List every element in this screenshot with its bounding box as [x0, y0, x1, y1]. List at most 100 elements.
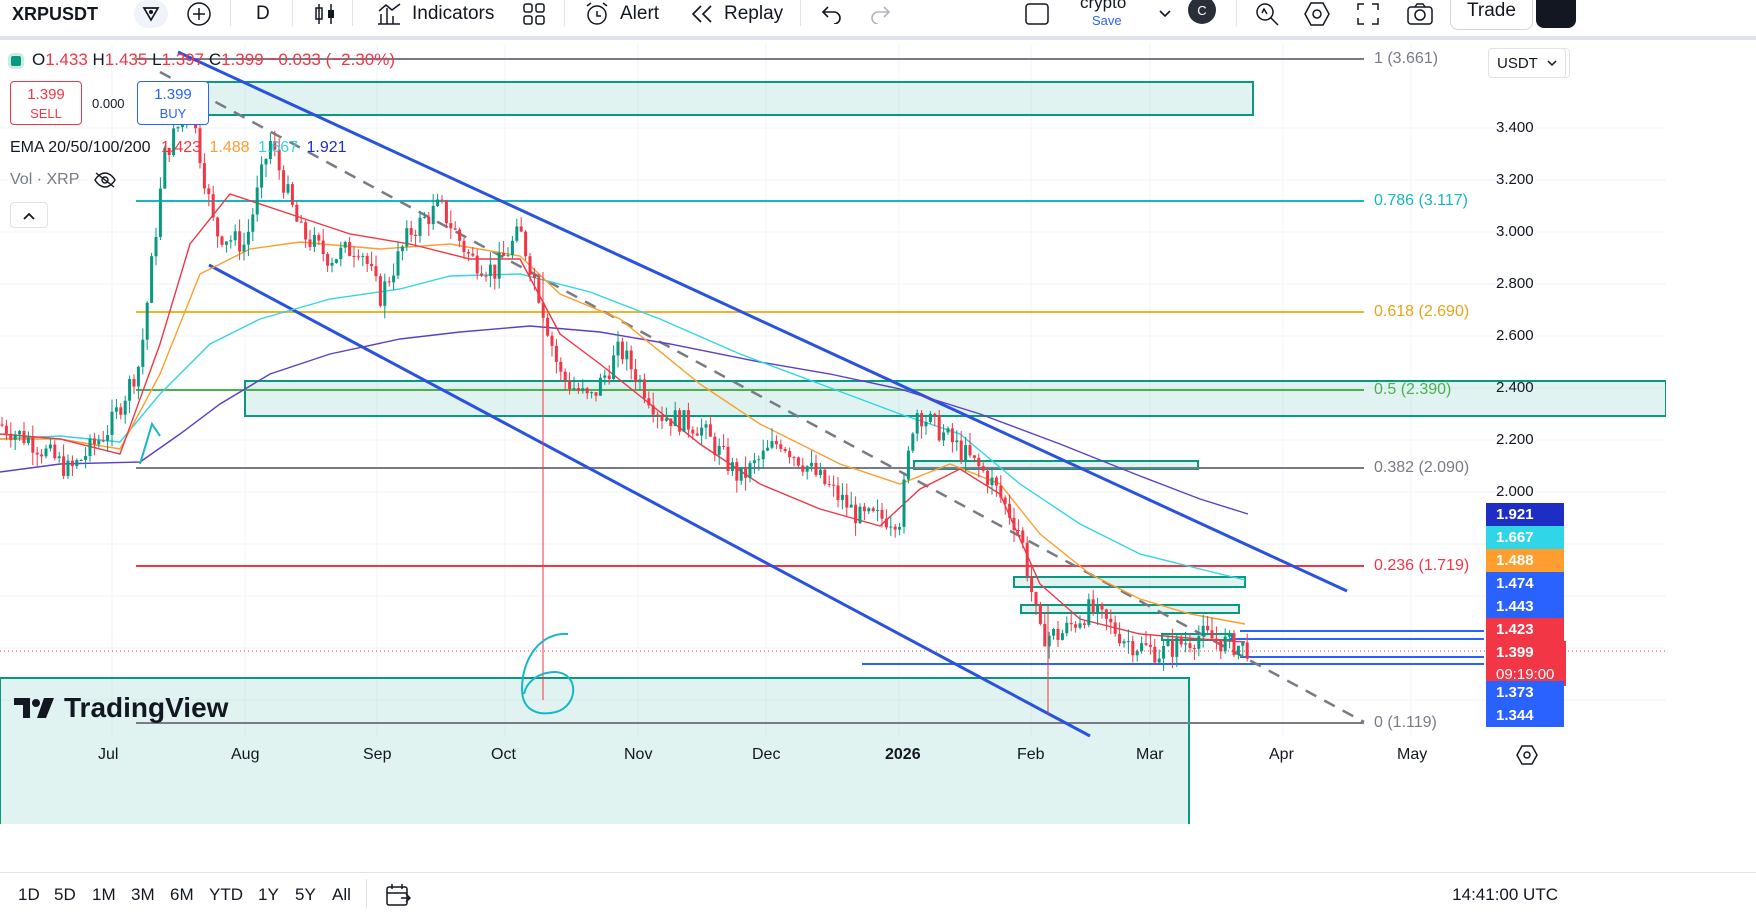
buy-label: BUY	[159, 106, 187, 121]
zone-feb-upper	[1013, 576, 1246, 588]
camera-icon[interactable]	[1406, 0, 1434, 28]
dashed-midline[interactable]	[159, 70, 1365, 724]
range-button-5y[interactable]: 5Y	[295, 885, 316, 904]
chart-type-icon[interactable]	[314, 0, 336, 28]
candle-body	[1179, 637, 1183, 645]
range-button-6m[interactable]: 6M	[170, 885, 194, 904]
publish-button[interactable]	[1536, 0, 1576, 28]
candle-body	[876, 509, 880, 511]
candle-body	[664, 418, 668, 421]
annotation-six-drawing[interactable]	[139, 421, 575, 715]
candle-body	[642, 379, 646, 399]
candle-body	[616, 341, 620, 356]
templates-icon[interactable]	[522, 0, 546, 28]
candle-body	[211, 194, 215, 218]
volume-legend[interactable]: Vol · XRP	[10, 171, 117, 189]
avatar[interactable]: C	[1188, 0, 1216, 24]
price-tick: 3.200	[1496, 171, 1534, 188]
fib-label-0618: 0.618 (2.690)	[1374, 303, 1469, 321]
chart-settings-icon[interactable]	[1516, 744, 1538, 771]
candle-body	[1140, 643, 1144, 652]
price-chart[interactable]	[0, 44, 1666, 824]
support-lines[interactable]	[862, 630, 1484, 665]
candle-body	[783, 449, 787, 452]
candle-body	[955, 440, 959, 443]
alert-button[interactable]: Alert	[584, 0, 659, 28]
tradingview-watermark[interactable]: TradingView	[14, 692, 228, 724]
candle-body	[757, 459, 761, 461]
collapse-legend-button[interactable]	[10, 202, 48, 228]
candle-body	[1192, 647, 1196, 649]
fib-label-0786: 0.786 (3.117)	[1374, 192, 1468, 210]
range-button-ytd[interactable]: YTD	[209, 885, 243, 904]
candle-body	[880, 509, 884, 519]
bottom-toolbar: 1D 5D 1M 3M 6M YTD 1Y 5Y All 14:41:00 UTC	[0, 872, 1756, 918]
redo-icon[interactable]	[870, 0, 892, 28]
chevron-down-icon[interactable]	[1158, 0, 1172, 28]
ema100-value: 1.667	[258, 139, 299, 156]
candle-body	[400, 246, 404, 252]
buy-button[interactable]: 1.399 BUY	[137, 81, 209, 125]
candle-body	[431, 205, 435, 225]
candle-body	[1206, 625, 1210, 631]
quick-search-icon[interactable]	[1254, 0, 1280, 28]
time-tick: May	[1397, 746, 1428, 763]
candle-body	[1096, 603, 1100, 613]
range-button-1y[interactable]: 1Y	[258, 885, 279, 904]
layout-save-button[interactable]: crypto Save	[1080, 0, 1126, 30]
chart-pane[interactable]: O1.433 H1.435 L1.397 C1.399 −0.033 (−2.3…	[0, 44, 1666, 824]
range-button-3m[interactable]: 3M	[131, 885, 155, 904]
candle-body	[638, 379, 642, 383]
buy-price: 1.399	[154, 86, 192, 103]
trade-button[interactable]: Trade	[1450, 0, 1533, 30]
candle-body	[862, 506, 866, 512]
descending-channel[interactable]	[177, 50, 1348, 738]
candle-body	[1082, 623, 1086, 625]
candle-body	[1008, 503, 1012, 518]
candle-body	[374, 266, 378, 277]
date-range-icon[interactable]	[385, 883, 412, 912]
price-tick: 3.000	[1496, 223, 1534, 240]
zone-rectangles[interactable]	[0, 81, 1666, 824]
candle-body	[717, 445, 721, 455]
candle-body	[1214, 638, 1218, 642]
candle-body	[568, 380, 572, 390]
settings-gear-icon[interactable]	[1303, 0, 1331, 28]
candle-body	[383, 281, 387, 306]
candle-body	[326, 254, 330, 266]
add-symbol-icon[interactable]	[186, 0, 212, 28]
candle-body	[290, 184, 294, 205]
replay-button[interactable]: Replay	[690, 0, 783, 28]
eye-hidden-icon[interactable]	[93, 171, 117, 189]
range-button-1d[interactable]: 1D	[18, 885, 40, 904]
candle-body	[88, 438, 92, 457]
candle-body	[53, 444, 57, 459]
candle-body	[462, 240, 466, 253]
clock[interactable]: 14:41:00 UTC	[1452, 885, 1558, 904]
sell-button[interactable]: 1.399 SELL	[10, 81, 82, 125]
candle-body	[1245, 642, 1249, 659]
symbol-search[interactable]: XRPUSDT	[12, 0, 98, 28]
candle-body	[444, 200, 448, 224]
candle-body	[726, 446, 730, 471]
candle-body	[321, 240, 325, 255]
undo-icon[interactable]	[820, 0, 842, 28]
interval-button[interactable]: D	[256, 0, 270, 28]
currency-selector[interactable]: USDT	[1488, 48, 1566, 78]
ema-legend[interactable]: EMA 20/50/100/200 1.423 1.488 1.667 1.92…	[10, 139, 347, 157]
fullscreen-icon[interactable]	[1356, 0, 1380, 28]
compare-icon[interactable]	[134, 0, 168, 28]
fibonacci-retracement[interactable]	[136, 58, 1364, 724]
range-button-1m[interactable]: 1M	[92, 885, 116, 904]
price-tick: 2.200	[1496, 431, 1534, 448]
candle-body	[942, 432, 946, 441]
range-button-5d[interactable]: 5D	[54, 885, 76, 904]
replay-label: Replay	[724, 3, 784, 24]
indicators-button[interactable]: Indicators	[376, 0, 494, 28]
range-button-all[interactable]: All	[332, 885, 351, 904]
candle-body	[343, 242, 347, 248]
candle-body	[370, 263, 374, 267]
candle-body	[695, 433, 699, 436]
layout-icon[interactable]	[1024, 0, 1050, 28]
candle-body	[986, 470, 990, 486]
